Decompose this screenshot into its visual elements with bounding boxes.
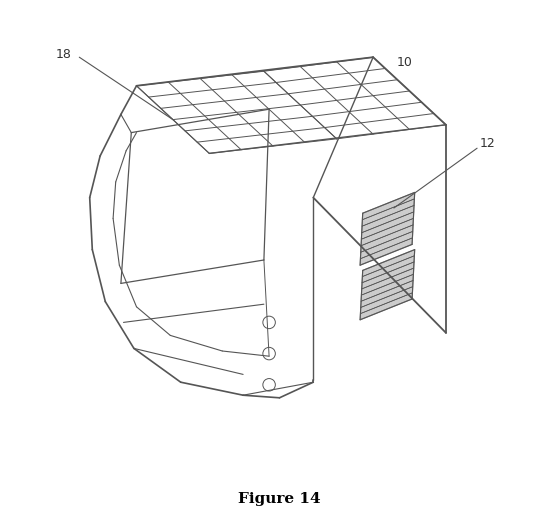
Polygon shape	[360, 192, 415, 265]
Text: Figure 14: Figure 14	[238, 492, 321, 506]
Text: 18: 18	[56, 48, 72, 61]
Text: 10: 10	[396, 56, 412, 69]
Polygon shape	[360, 250, 415, 320]
Text: 12: 12	[480, 137, 495, 150]
